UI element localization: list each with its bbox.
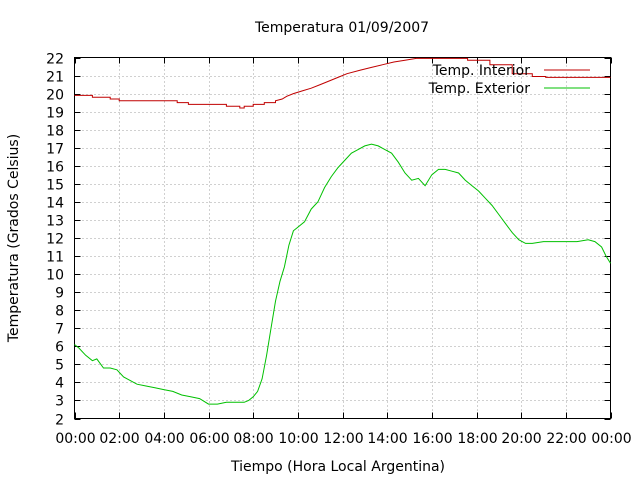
y-tick-label: 7 <box>55 322 64 338</box>
y-tick-label: 6 <box>55 340 64 356</box>
legend-label: Temp. Interior <box>432 63 531 79</box>
y-tick-label: 8 <box>55 304 64 320</box>
series-line-1 <box>74 57 611 109</box>
y-tick-label: 16 <box>46 160 64 176</box>
y-axis-label: Temperatura (Grados Celsius) <box>6 134 22 343</box>
y-tick-label: 12 <box>46 232 64 248</box>
x-tick-label: 00:00 <box>591 431 631 447</box>
y-tick-label: 10 <box>46 268 64 284</box>
y-tick-label: 3 <box>55 394 64 410</box>
x-tick-label: 04:00 <box>144 431 184 447</box>
grid-lines <box>74 57 611 419</box>
x-tick-label: 06:00 <box>189 431 229 447</box>
x-tick-label: 16:00 <box>412 431 452 447</box>
x-tick-label: 12:00 <box>323 431 363 447</box>
x-tick-label: 00:00 <box>55 431 95 447</box>
x-tick-label: 10:00 <box>278 431 318 447</box>
series-lines <box>74 57 611 405</box>
x-axis-label: Tiempo (Hora Local Argentina) <box>230 459 445 475</box>
x-tick-label: 14:00 <box>367 431 407 447</box>
y-tick-label: 19 <box>46 106 64 122</box>
x-tick-label: 08:00 <box>233 431 273 447</box>
x-tick-label: 22:00 <box>546 431 586 447</box>
y-axis: 2 3 4 5 6 7 8 9 10 11 12 13 14 15 16 17 18 19 20 21 22 <box>46 52 611 429</box>
y-tick-label: 4 <box>55 376 64 392</box>
x-axis: 00:00 02:00 04:00 06:00 08:00 10:00 12:00 14:00… <box>55 57 632 447</box>
y-tick-label: 2 <box>55 413 64 429</box>
x-tick-label: 20:00 <box>501 431 541 447</box>
y-tick-label: 13 <box>46 214 64 230</box>
legend: Temp. Interior Temp. Exterior <box>428 63 590 97</box>
x-tick-label: 02:00 <box>99 431 139 447</box>
y-tick-label: 18 <box>46 124 64 140</box>
y-tick-label: 9 <box>55 286 64 302</box>
x-tick-label: 18:00 <box>457 431 497 447</box>
y-tick-label: 14 <box>46 196 64 212</box>
y-tick-label: 5 <box>55 358 64 374</box>
chart-title: Temperatura 01/09/2007 <box>254 20 429 36</box>
y-tick-label: 11 <box>46 250 64 266</box>
series-line-2 <box>74 143 611 405</box>
y-tick-label: 15 <box>46 178 64 194</box>
y-tick-label: 21 <box>46 70 64 86</box>
y-tick-label: 17 <box>46 142 64 158</box>
y-tick-label: 20 <box>46 88 64 104</box>
legend-label: Temp. Exterior <box>428 81 531 97</box>
y-tick-label: 22 <box>46 52 64 68</box>
